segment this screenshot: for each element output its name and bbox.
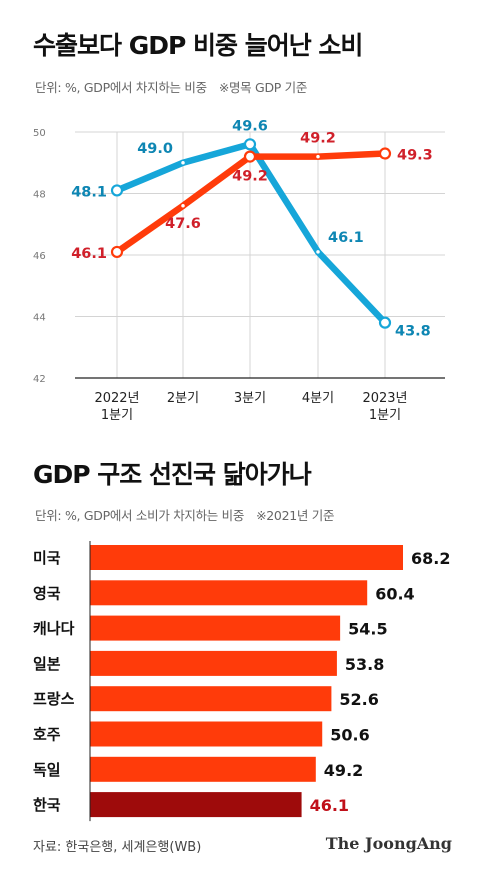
y-tick-label: 46 <box>33 251 46 262</box>
red-series-point <box>243 150 257 163</box>
x-tick-label: 2023년 1분기 <box>362 391 407 420</box>
blue-series-point <box>378 316 392 329</box>
red-series-point <box>378 147 392 160</box>
bar-value-label: 49.2 <box>324 761 363 780</box>
blue-data-label: 49.0 <box>137 141 173 157</box>
bar <box>90 686 332 712</box>
x-tick-label: 2022년 1분기 <box>94 391 139 420</box>
line-chart-unit-note: 단위: %, GDP에서 차지하는 비중 ※명목 GDP 기준 <box>35 77 307 96</box>
red-data-label: 49.2 <box>232 169 268 185</box>
bar-category-label: 영국 <box>33 584 61 602</box>
blue-series-point <box>314 248 322 256</box>
bar-category-label: 미국 <box>33 549 61 567</box>
bar <box>90 792 302 818</box>
blue-series-point <box>243 138 257 151</box>
x-tick-label: 3분기 <box>234 391 266 406</box>
bar-value-label: 53.8 <box>345 655 384 674</box>
bar-chart-title: GDP 구조 선진국 닮아가나 <box>33 460 312 489</box>
blue-data-label: 48.1 <box>71 184 107 200</box>
line-chart-basis: ※명목 GDP 기준 <box>218 80 308 95</box>
blue-data-label: 49.6 <box>232 118 268 134</box>
red-data-label: 49.3 <box>397 148 433 164</box>
x-tick-label: 4분기 <box>302 391 334 406</box>
bar-value-label: 50.6 <box>330 726 369 745</box>
y-tick-label: 44 <box>33 313 46 324</box>
bar-value-label: 52.6 <box>339 690 378 709</box>
bar-chart-unit-note: 단위: %, GDP에서 소비가 차지하는 비중 ※2021년 기준 <box>35 505 334 524</box>
red-series-point <box>110 245 124 259</box>
bar-value-label: 68.2 <box>411 549 450 568</box>
bar <box>90 615 341 641</box>
bar-category-label: 프랑스 <box>33 690 75 708</box>
red-series-point <box>179 202 187 210</box>
bar-chart-basis: ※2021년 기준 <box>256 508 335 523</box>
line-chart-unit: 단위: %, GDP에서 차지하는 비중 <box>35 80 207 95</box>
bar <box>90 545 403 570</box>
y-tick-label: 50 <box>33 128 46 139</box>
blue-series-point <box>110 184 124 197</box>
x-tick-label: 2분기 <box>167 391 199 406</box>
bar-category-label: 한국 <box>33 796 61 814</box>
bar-category-label: 일본 <box>33 655 61 673</box>
bar-category-label: 호주 <box>33 726 61 744</box>
bar-category-label: 캐나다 <box>33 620 75 638</box>
bar <box>90 580 368 606</box>
bar <box>90 721 323 747</box>
line-chart-title: 수출보다 GDP 비중 늘어난 소비 <box>33 31 363 60</box>
red-data-label: 46.1 <box>71 246 107 262</box>
bar <box>90 650 337 676</box>
bar-category-label: 독일 <box>33 761 61 779</box>
line-chart: 42 44 46 48 50 2022년 1분기 2분기 3분기 4분기 2023년 1분기 48.1 4… <box>33 118 445 420</box>
publisher-logo: The JoongAng <box>325 834 452 853</box>
red-series-point <box>314 153 322 160</box>
y-tick-label: 48 <box>33 190 46 201</box>
red-data-label: 47.6 <box>165 216 201 232</box>
bar-value-label: 46.1 <box>310 796 349 815</box>
red-data-label: 49.2 <box>300 131 336 147</box>
blue-series-point <box>179 159 187 166</box>
blue-data-label: 43.8 <box>395 324 431 340</box>
source-note: 자료: 한국은행, 세계은행(WB) <box>33 840 202 855</box>
blue-data-label: 46.1 <box>328 230 364 246</box>
bar-value-label: 54.5 <box>348 620 387 639</box>
y-tick-label: 42 <box>33 374 46 385</box>
bar-chart-unit: 단위: %, GDP에서 소비가 차지하는 비중 <box>35 508 245 523</box>
bar <box>90 756 316 782</box>
bar-value-label: 60.4 <box>375 584 414 603</box>
